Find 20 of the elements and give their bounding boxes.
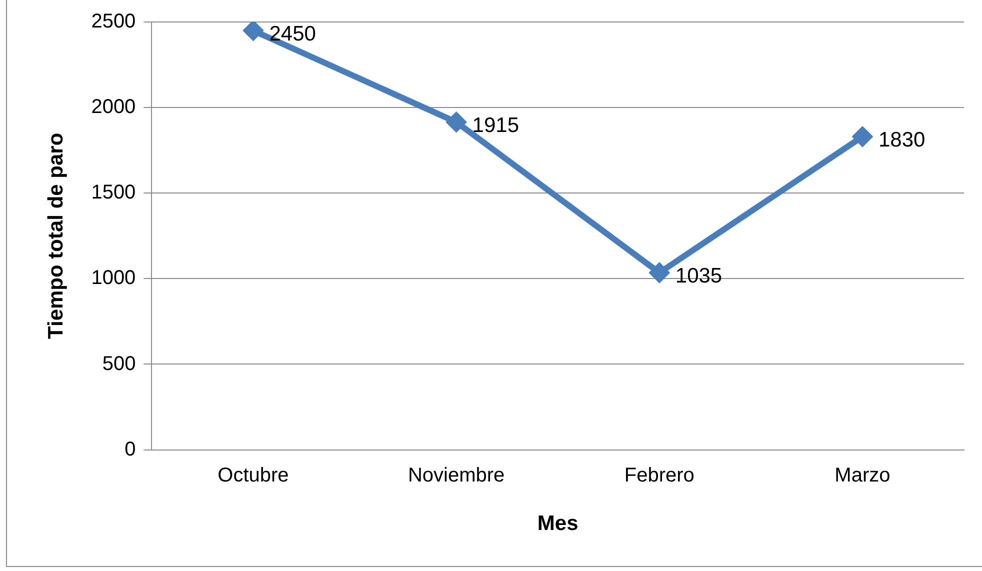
x-axis-title: Mes [537, 512, 578, 536]
x-tick-label: Noviembre [408, 464, 505, 486]
point [852, 126, 873, 148]
y-tick-label: 500 [102, 352, 136, 375]
y-axis-title: Tiempo total de paro [44, 132, 68, 339]
y-tick-label: 1000 [91, 267, 136, 290]
y-tick-label: 2500 [91, 10, 136, 33]
data-label: 1830 [878, 128, 926, 152]
x-tick-label: Febrero [624, 464, 694, 486]
data-label: 1035 [675, 264, 722, 288]
data-label: 2450 [269, 22, 316, 46]
y-tick-label: 2000 [91, 96, 136, 118]
y-tick-label: 1500 [91, 182, 136, 204]
point [242, 22, 264, 42]
x-tick-label: Marzo [834, 464, 890, 486]
point [446, 112, 467, 133]
y-tick-label: 0 [124, 438, 136, 460]
data-label: 1915 [472, 114, 520, 137]
x-tick-label: Octubre [218, 464, 289, 486]
point [648, 262, 670, 284]
